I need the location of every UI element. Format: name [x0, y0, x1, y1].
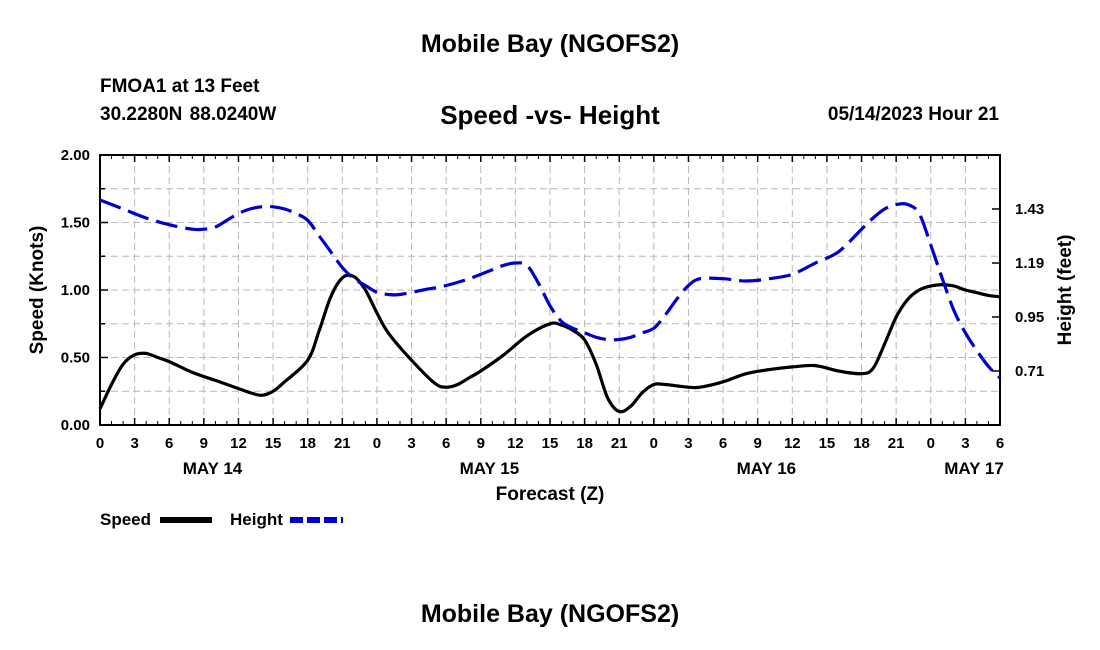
- x-tick-label: 21: [334, 435, 351, 452]
- plot-frame: [99, 154, 1001, 426]
- right-axis-title: Height (feet): [1055, 235, 1076, 346]
- station-coordinates: 30.2280N 88.0240W: [100, 104, 277, 125]
- day-label: MAY 15: [460, 459, 520, 478]
- x-tick-label: 12: [230, 435, 247, 452]
- height-series-line: [99, 198, 1002, 379]
- x-tick-label: 18: [576, 435, 593, 452]
- chart-grid: [100, 155, 1000, 425]
- x-tick-label: 15: [265, 435, 282, 452]
- x-tick-label: 6: [719, 435, 727, 452]
- chart-legend: Speed Height: [100, 510, 343, 529]
- x-tick-label: 15: [542, 435, 559, 452]
- y2-tick-label: 1.43: [1015, 201, 1044, 218]
- y2-tick-label: 0.95: [1015, 309, 1044, 326]
- x-tick-label: 6: [996, 435, 1004, 452]
- x-tick-label: 12: [784, 435, 801, 452]
- x-tick-label: 3: [130, 435, 138, 452]
- x-tick-label: 9: [477, 435, 485, 452]
- x-tick-label: 9: [754, 435, 762, 452]
- x-tick-label: 6: [165, 435, 173, 452]
- x-tick-label: 3: [684, 435, 692, 452]
- x-tick-label: 15: [819, 435, 836, 452]
- x-tick-label: 0: [373, 435, 381, 452]
- x-tick-label: 0: [96, 435, 104, 452]
- x-tick-label: 3: [407, 435, 415, 452]
- chart-labels: Forecast (Z) Speed (Knots) Height (feet)…: [27, 147, 1076, 505]
- day-label: MAY 17: [944, 459, 1004, 478]
- day-label: MAY 16: [737, 459, 797, 478]
- x-tick-label: 18: [853, 435, 870, 452]
- x-tick-label: 18: [299, 435, 316, 452]
- y-tick-label: 2.00: [61, 147, 90, 164]
- x-tick-label: 3: [961, 435, 969, 452]
- y2-tick-label: 0.71: [1015, 363, 1044, 380]
- day-label: MAY 14: [183, 459, 243, 478]
- x-tick-label: 12: [507, 435, 524, 452]
- y-tick-label: 1.00: [61, 282, 90, 299]
- footer-title: Mobile Bay (NGOFS2): [420, 600, 680, 628]
- x-tick-label: 9: [200, 435, 208, 452]
- y2-tick-label: 1.19: [1015, 255, 1044, 272]
- legend-speed-label: Speed: [100, 510, 151, 529]
- chart-axes: [99, 154, 1001, 426]
- x-tick-label: 21: [888, 435, 905, 452]
- x-tick-label: 6: [442, 435, 450, 452]
- chart-series: [98, 198, 1002, 414]
- page-title: Mobile Bay (NGOFS2): [420, 30, 680, 58]
- x-tick-label: 21: [611, 435, 628, 452]
- forecast-timestamp: 05/14/2023 Hour 21: [827, 104, 999, 125]
- chart-subtitle: Speed -vs- Height: [440, 100, 660, 130]
- x-axis-title: Forecast (Z): [496, 484, 605, 505]
- left-axis-title: Speed (Knots): [27, 226, 48, 355]
- x-tick-label: 0: [927, 435, 935, 452]
- station-label: FMOA1 at 13 Feet: [100, 76, 260, 97]
- speed-series-line: [98, 273, 1001, 414]
- y-tick-label: 1.50: [61, 215, 90, 232]
- x-tick-label: 0: [650, 435, 658, 452]
- y-tick-label: 0.00: [61, 417, 90, 434]
- legend-height-label: Height: [230, 510, 283, 529]
- y-tick-label: 0.50: [61, 350, 90, 367]
